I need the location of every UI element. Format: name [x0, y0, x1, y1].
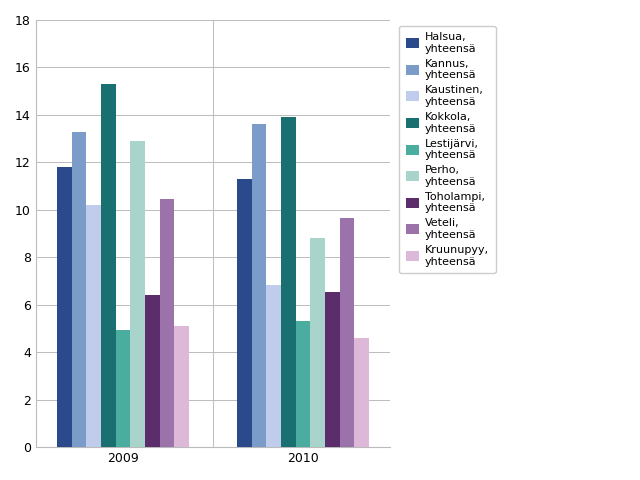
Bar [339, 218, 354, 447]
Bar [296, 322, 310, 447]
Bar [145, 295, 159, 447]
Legend: Halsua,
yhteensä, Kannus,
yhteensä, Kaustinen,
yhteensä, Kokkola,
yhteensä, Lest: Halsua, yhteensä, Kannus, yhteensä, Kaus… [399, 25, 495, 273]
Bar [72, 132, 86, 447]
Bar [266, 285, 281, 447]
Bar [281, 117, 296, 447]
Bar [101, 84, 116, 447]
Bar [159, 199, 174, 447]
Bar [174, 326, 189, 447]
Bar [252, 124, 266, 447]
Bar [354, 338, 369, 447]
Bar [325, 292, 339, 447]
Bar [237, 179, 252, 447]
Bar [310, 238, 325, 447]
Bar [86, 205, 101, 447]
Bar [57, 167, 72, 447]
Bar [116, 330, 131, 447]
Bar [131, 141, 145, 447]
